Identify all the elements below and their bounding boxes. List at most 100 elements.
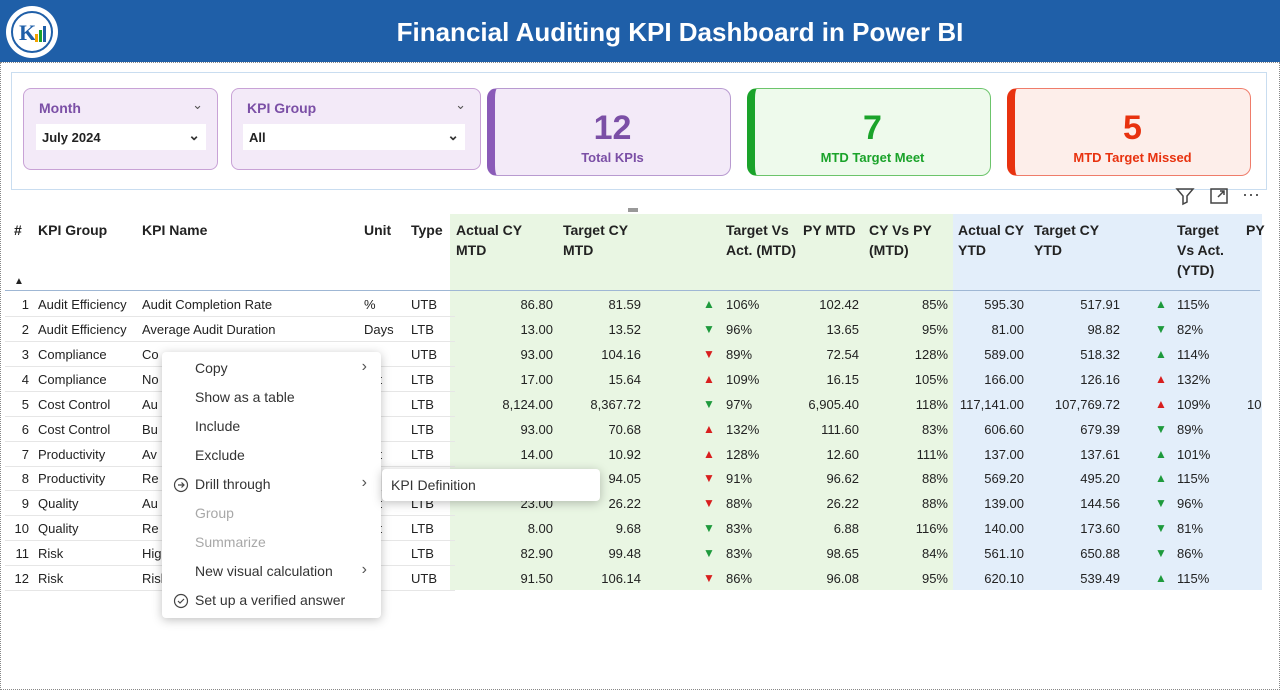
cell-kpi-name: Risk bbox=[142, 571, 168, 586]
cell-py-mtd: 102.42 bbox=[819, 297, 859, 312]
col-header-kpi-group[interactable]: KPI Group bbox=[38, 222, 108, 238]
table-row[interactable]: 11 Risk Hig LTB 82.90 99.48 ▼ 83% 98.65 84% 561.10… bbox=[0, 541, 1262, 565]
menu-item-show-as-a-table[interactable]: Show as a table bbox=[195, 389, 295, 405]
cell-target-cy-ytd: 495.20 bbox=[1080, 471, 1120, 486]
status-arrow-icon: ▲ bbox=[703, 422, 715, 436]
menu-item-drill-through[interactable]: Drill through bbox=[195, 476, 271, 492]
total-kpis-card: 12 Total KPIs bbox=[487, 88, 731, 176]
menu-item-summarize: Summarize bbox=[195, 534, 266, 550]
col-header-cy-vs-py-mtd[interactable]: CY Vs PY (MTD) bbox=[869, 222, 932, 258]
table-row[interactable]: 12 Risk Risk UTB 91.50 106.14 ▼ 86% 96.08 95% 620.… bbox=[0, 566, 1262, 590]
cell-kpi-name: Hig bbox=[142, 546, 162, 561]
cell-target-vs-act-mtd: 97% bbox=[726, 397, 753, 412]
cell-num: 10 bbox=[14, 521, 29, 536]
focus-mode-icon[interactable] bbox=[1209, 186, 1229, 211]
chevron-down-icon[interactable]: ⌄ bbox=[455, 97, 466, 112]
col-header-target-cy-ytd[interactable]: Target CY YTD bbox=[1034, 222, 1099, 258]
table-row[interactable]: 4ComplianceNountLTB17.0015.64▲109%16.151… bbox=[0, 367, 1262, 391]
col-header-py-ytd[interactable]: PY bbox=[1246, 222, 1265, 238]
cell-actual-cy-ytd: 139.00 bbox=[984, 496, 1024, 511]
cell-actual-cy-mtd: 17.00 bbox=[520, 372, 553, 387]
cell-actual-cy-ytd: 137.00 bbox=[984, 447, 1024, 462]
sort-ascending-icon[interactable]: ▲ bbox=[14, 276, 24, 287]
kpi-group-select[interactable]: All ⌄ bbox=[243, 124, 465, 150]
filter-icon[interactable] bbox=[1175, 186, 1195, 211]
company-logo: K bbox=[6, 6, 58, 58]
cell-type: UTB bbox=[411, 347, 437, 362]
month-slicer[interactable]: Month ⌄ July 2024 ⌄ bbox=[23, 88, 218, 170]
cell-actual-cy-ytd: 561.10 bbox=[984, 546, 1024, 561]
col-header-target-vs-act-mtd[interactable]: Target Vs Act. (MTD) bbox=[726, 222, 796, 258]
cell-num: 3 bbox=[21, 347, 29, 362]
cell-kpi-group: Quality bbox=[38, 496, 79, 511]
table-row[interactable]: 6 Cost Control Bu LTB 93.00 70.68 ▲ 132% 111.60 8… bbox=[0, 417, 1262, 441]
cell-kpi-group: Productivity bbox=[38, 471, 106, 486]
status-arrow-icon: ▼ bbox=[1155, 322, 1167, 336]
col-header-py-mtd[interactable]: PY MTD bbox=[803, 222, 856, 238]
cell-py-mtd: 111.60 bbox=[821, 422, 859, 437]
cell-actual-cy-mtd: 13.00 bbox=[520, 322, 553, 337]
cell-target-vs-act-mtd: 89% bbox=[726, 347, 753, 362]
month-value: July 2024 bbox=[42, 130, 101, 145]
menu-item-copy[interactable]: Copy bbox=[195, 360, 228, 376]
total-kpis-caption: Total KPIs bbox=[581, 150, 644, 165]
menu-item-include[interactable]: Include bbox=[195, 418, 241, 434]
table-row[interactable]: 1 Audit Efficiency Audit Completion Rate% U… bbox=[0, 292, 1262, 316]
menu-item-exclude[interactable]: Exclude bbox=[195, 447, 245, 463]
col-header-type[interactable]: Type bbox=[411, 222, 443, 238]
col-header-target-vs-act-ytd[interactable]: Target Vs Act. (YTD) bbox=[1177, 222, 1224, 278]
cell-target-cy-mtd: 26.22 bbox=[608, 496, 641, 511]
cell-kpi-group: Productivity bbox=[38, 447, 106, 462]
cell-type: UTB bbox=[411, 571, 437, 586]
chevron-right-icon: › bbox=[361, 474, 367, 491]
submenu-item-kpi-definition[interactable]: KPI Definition bbox=[391, 477, 476, 493]
more-options-icon[interactable]: ··· bbox=[1242, 184, 1260, 204]
cell-num: 8 bbox=[21, 471, 29, 486]
col-header-num[interactable]: # bbox=[14, 222, 22, 238]
cell-actual-cy-mtd: 82.90 bbox=[520, 546, 553, 561]
cell-target-cy-ytd: 679.39 bbox=[1080, 422, 1120, 437]
cell-cy-vs-py-mtd: 83% bbox=[921, 422, 948, 437]
kpi-group-slicer[interactable]: KPI Group ⌄ All ⌄ bbox=[231, 88, 481, 170]
cell-py-mtd: 13.65 bbox=[826, 322, 859, 337]
cell-py-mtd: 6,905.40 bbox=[808, 397, 859, 412]
col-header-target-cy-mtd[interactable]: Target CY MTD bbox=[563, 222, 628, 258]
cell-actual-cy-mtd: 8.00 bbox=[527, 521, 553, 536]
cell-type: LTB bbox=[411, 447, 434, 462]
menu-item-new-visual-calculation[interactable]: New visual calculation bbox=[195, 563, 333, 579]
resize-handle[interactable] bbox=[628, 208, 638, 212]
chevron-down-icon[interactable]: ⌄ bbox=[447, 127, 459, 143]
cell-kpi-group: Audit Efficiency bbox=[38, 322, 127, 337]
cell-kpi-name: Average Audit Duration bbox=[142, 322, 276, 337]
col-header-kpi-name[interactable]: KPI Name bbox=[142, 222, 208, 238]
cell-cy-vs-py-mtd: 84% bbox=[921, 546, 948, 561]
cell-target-cy-ytd: 518.32 bbox=[1080, 347, 1120, 362]
col-header-actual-cy-mtd[interactable]: Actual CY MTD bbox=[456, 222, 522, 258]
col-header-unit[interactable]: Unit bbox=[364, 222, 392, 238]
mtd-target-meet-caption: MTD Target Meet bbox=[820, 150, 925, 165]
table-row[interactable]: 10QualityReuntLTB8.009.68▼83%6.88116%140… bbox=[0, 516, 1262, 540]
cell-target-cy-ytd: 517.91 bbox=[1080, 297, 1120, 312]
cell-py-mtd: 12.60 bbox=[826, 447, 859, 462]
chevron-down-icon[interactable]: ⌄ bbox=[188, 127, 200, 143]
cell-type: LTB bbox=[411, 521, 434, 536]
cell-kpi-group: Compliance bbox=[38, 347, 107, 362]
cell-target-vs-act-ytd: 132% bbox=[1177, 372, 1211, 387]
month-select[interactable]: July 2024 ⌄ bbox=[36, 124, 206, 150]
col-header-actual-cy-ytd[interactable]: Actual CY YTD bbox=[958, 222, 1024, 258]
status-arrow-icon: ▲ bbox=[703, 447, 715, 461]
cell-py-mtd: 96.62 bbox=[826, 471, 859, 486]
table-row[interactable]: 2 Audit Efficiency Average Audit Duration D… bbox=[0, 317, 1262, 341]
table-row[interactable]: 8 Productivity Re 94.05 ▼ 91% 96.62 88% 569.20 49… bbox=[0, 466, 1262, 490]
cell-actual-cy-ytd: 117,141.00 bbox=[959, 397, 1024, 412]
cell-target-vs-act-mtd: 96% bbox=[726, 322, 753, 337]
cell-actual-cy-mtd: 86.80 bbox=[520, 297, 553, 312]
table-row[interactable]: 3 Compliance Co UTB 93.00 104.16 ▼ 89% 72.54 128%… bbox=[0, 342, 1262, 366]
cell-target-vs-act-mtd: 86% bbox=[726, 571, 753, 586]
cell-target-cy-mtd: 99.48 bbox=[608, 546, 641, 561]
cell-target-cy-ytd: 539.49 bbox=[1080, 571, 1120, 586]
chevron-down-icon[interactable]: ⌄ bbox=[192, 97, 203, 112]
cell-target-vs-act-mtd: 106% bbox=[726, 297, 760, 312]
menu-item-set-up-a-verified-answer[interactable]: Set up a verified answer bbox=[195, 592, 346, 608]
